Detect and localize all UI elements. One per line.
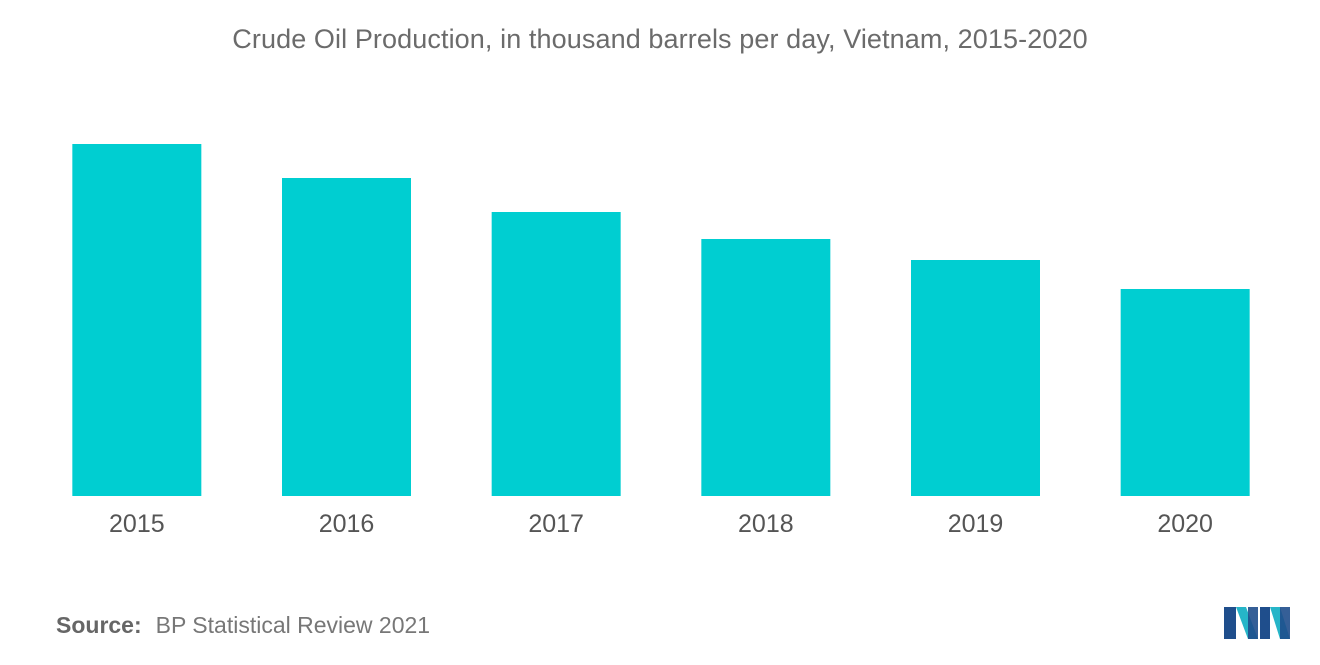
source-note: Source: BP Statistical Review 2021 <box>56 612 430 639</box>
chart-title: Crude Oil Production, in thousand barrel… <box>232 24 1088 54</box>
bar-2016 <box>282 178 411 496</box>
source-text: BP Statistical Review 2021 <box>155 612 431 638</box>
mordor-intelligence-logo-icon <box>1224 607 1290 639</box>
x-tick-label-2016: 2016 <box>319 510 375 538</box>
x-tick-label-2017: 2017 <box>528 510 584 538</box>
x-tick-label-2015: 2015 <box>109 510 165 538</box>
source-label: Source: <box>56 612 142 638</box>
bar-2020 <box>1120 289 1250 496</box>
x-tick-label-2019: 2019 <box>948 510 1004 538</box>
bar-2019 <box>911 260 1040 496</box>
bar-2017 <box>491 212 621 496</box>
bar-2015 <box>72 144 202 496</box>
x-tick-label-2020: 2020 <box>1157 510 1213 538</box>
x-tick-label-2018: 2018 <box>738 510 794 538</box>
bar-2018 <box>701 239 831 496</box>
